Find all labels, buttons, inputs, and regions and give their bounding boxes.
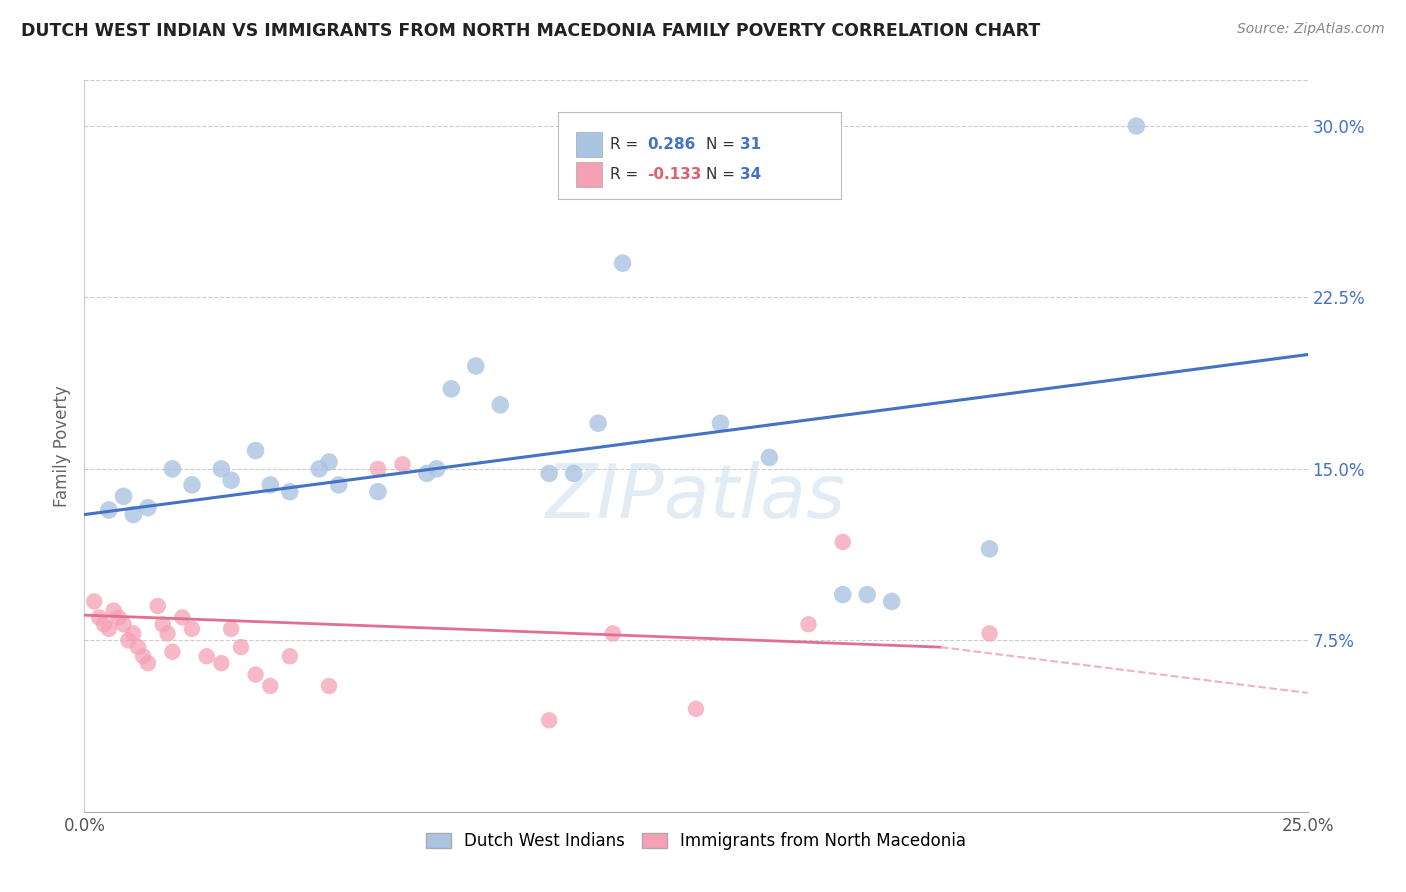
Point [797, 617, 820, 632]
Point [464, 359, 486, 373]
Point [122, 626, 145, 640]
Point [586, 416, 609, 430]
Point [612, 256, 634, 270]
Text: R =: R = [610, 137, 644, 152]
Point [132, 649, 155, 664]
Point [136, 656, 159, 670]
Point [979, 626, 1001, 640]
Point [709, 416, 731, 430]
Point [146, 599, 169, 613]
Point [602, 626, 624, 640]
Point [538, 714, 561, 728]
Point [245, 443, 267, 458]
Text: 0.286: 0.286 [647, 137, 695, 152]
Point [162, 462, 184, 476]
Point [856, 588, 879, 602]
Point [1125, 119, 1147, 133]
Point [181, 478, 204, 492]
Point [278, 649, 301, 664]
Point [416, 467, 439, 481]
Point [367, 484, 389, 499]
Point [440, 382, 463, 396]
Point [758, 450, 780, 465]
Point [562, 467, 585, 481]
Text: N =: N = [706, 168, 740, 182]
Text: Source: ZipAtlas.com: Source: ZipAtlas.com [1237, 22, 1385, 37]
Point [136, 500, 159, 515]
Point [328, 478, 350, 492]
Text: 34: 34 [740, 168, 761, 182]
Point [209, 656, 232, 670]
Point [93, 617, 115, 632]
Point [172, 610, 194, 624]
Point [83, 594, 105, 608]
Point [87, 610, 110, 624]
Text: -0.133: -0.133 [647, 168, 702, 182]
Point [880, 594, 903, 608]
Point [112, 617, 135, 632]
Point [229, 640, 252, 655]
Point [318, 679, 340, 693]
Point [152, 617, 174, 632]
Point [426, 462, 449, 476]
Text: R =: R = [610, 168, 644, 182]
Point [489, 398, 512, 412]
Point [112, 489, 135, 503]
Point [127, 640, 149, 655]
Point [103, 604, 125, 618]
Y-axis label: Family Poverty: Family Poverty [53, 385, 72, 507]
Point [209, 462, 232, 476]
Point [979, 541, 1001, 556]
Point [831, 588, 853, 602]
Point [685, 702, 707, 716]
Text: 31: 31 [740, 137, 761, 152]
Point [107, 610, 129, 624]
Point [181, 622, 204, 636]
Point [195, 649, 218, 664]
Text: ZIPatlas: ZIPatlas [546, 461, 846, 533]
Text: DUTCH WEST INDIAN VS IMMIGRANTS FROM NORTH MACEDONIA FAMILY POVERTY CORRELATION : DUTCH WEST INDIAN VS IMMIGRANTS FROM NOR… [21, 22, 1040, 40]
Point [318, 455, 340, 469]
Point [219, 473, 242, 487]
Point [259, 478, 281, 492]
Point [122, 508, 145, 522]
Point [831, 535, 853, 549]
Point [367, 462, 389, 476]
Point [156, 626, 179, 640]
Text: N =: N = [706, 137, 740, 152]
Point [97, 622, 120, 636]
Point [245, 667, 267, 681]
Point [219, 622, 242, 636]
Point [391, 458, 413, 472]
Legend: Dutch West Indians, Immigrants from North Macedonia: Dutch West Indians, Immigrants from Nort… [418, 823, 974, 858]
Point [308, 462, 330, 476]
Point [162, 645, 184, 659]
Point [278, 484, 301, 499]
Point [97, 503, 120, 517]
Point [538, 467, 561, 481]
Point [259, 679, 281, 693]
Point [117, 633, 139, 648]
